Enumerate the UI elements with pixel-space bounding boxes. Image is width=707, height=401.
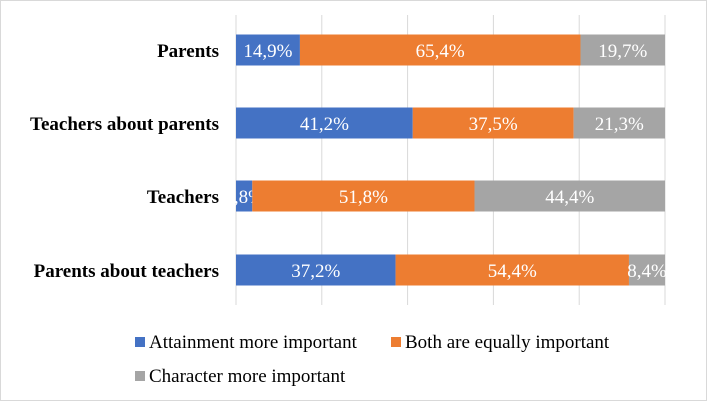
data-label: 37,2% bbox=[291, 261, 340, 282]
data-label: 14,9% bbox=[243, 41, 292, 62]
legend-swatch bbox=[391, 337, 401, 347]
bar-segment bbox=[236, 34, 300, 66]
data-label: 65,4% bbox=[416, 41, 465, 62]
data-label: 41,2% bbox=[300, 114, 349, 135]
data-label: 8,4% bbox=[627, 261, 667, 282]
bar-segment bbox=[236, 180, 253, 212]
legend-swatch bbox=[135, 371, 145, 381]
legend-label: Attainment more important bbox=[149, 332, 358, 353]
legend-label: Both are equally important bbox=[405, 332, 610, 353]
data-label: 54,4% bbox=[488, 261, 537, 282]
bar-segment bbox=[236, 107, 413, 139]
data-label: 21,3% bbox=[595, 114, 644, 135]
data-label: 37,5% bbox=[469, 114, 518, 135]
legend-label: Character more important bbox=[149, 366, 346, 387]
category-label: Teachers about parents bbox=[30, 114, 219, 135]
bar-segment bbox=[474, 180, 665, 212]
bar-segment bbox=[580, 34, 665, 66]
data-label: 19,7% bbox=[598, 41, 647, 62]
bar-segment bbox=[252, 180, 475, 212]
bar-segment bbox=[299, 34, 581, 66]
bar-segment bbox=[628, 254, 665, 286]
category-label: Parents bbox=[157, 41, 219, 62]
bar-segment bbox=[573, 107, 665, 139]
legend-swatch bbox=[135, 337, 145, 347]
bar-segment bbox=[412, 107, 574, 139]
bar-segment bbox=[395, 254, 629, 286]
data-label: 44,4% bbox=[545, 187, 594, 208]
data-label: 51,8% bbox=[339, 187, 388, 208]
category-label: Teachers bbox=[147, 187, 219, 208]
category-label: Parents about teachers bbox=[34, 261, 219, 282]
bar-segment bbox=[236, 254, 396, 286]
